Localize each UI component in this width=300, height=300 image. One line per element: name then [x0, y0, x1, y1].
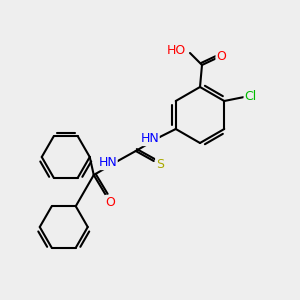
Text: HN: HN [140, 133, 159, 146]
Text: HN: HN [98, 157, 117, 169]
Text: S: S [156, 158, 164, 170]
Text: O: O [105, 196, 115, 208]
Text: O: O [216, 50, 226, 64]
Text: Cl: Cl [244, 91, 256, 103]
Text: HO: HO [167, 44, 186, 56]
